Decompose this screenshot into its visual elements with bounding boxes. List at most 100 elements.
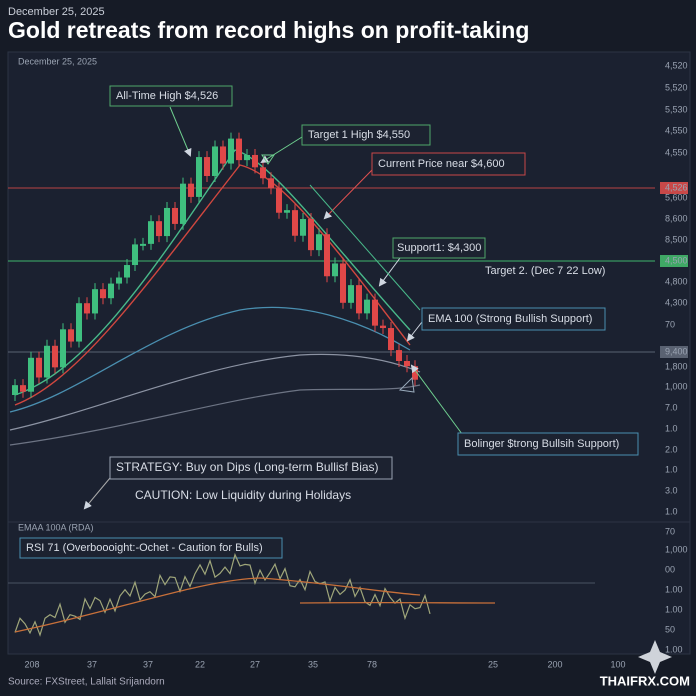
candle-body <box>356 285 362 314</box>
x-axis-label: 37 <box>143 659 153 669</box>
candles <box>12 132 418 401</box>
candle-body <box>204 157 210 177</box>
triangle <box>261 154 275 165</box>
candle-body <box>364 299 370 314</box>
arrow <box>83 477 111 510</box>
candle-body <box>52 345 58 368</box>
rsi-line <box>14 552 431 637</box>
arrow <box>378 257 401 287</box>
y-axis-label: 4,550 <box>665 147 688 157</box>
annotation: Target 1 High $4,550 <box>308 129 410 141</box>
y-axis-label: 1,800 <box>665 361 688 371</box>
candle-body <box>132 244 138 266</box>
x-axis-label: 78 <box>367 659 377 669</box>
candle-body <box>300 219 306 236</box>
trend-line <box>309 184 421 311</box>
candle-body <box>292 210 298 236</box>
y-axis-label: 4,520 <box>665 60 688 70</box>
brand: THAIFRX.COM <box>600 673 690 688</box>
candle-body <box>268 178 274 189</box>
arrow <box>169 106 192 157</box>
candle-body <box>220 146 226 164</box>
y-axis-label: 8,600 <box>665 213 688 223</box>
x-axis-label: 27 <box>250 659 260 669</box>
candle-body <box>148 221 154 244</box>
candle-body <box>276 188 282 213</box>
annotation: CAUTION: Low Liquidity during Holidays <box>135 488 351 502</box>
y-axis-label: 1,000 <box>665 381 688 391</box>
candle-body <box>252 154 258 168</box>
candle-body <box>244 154 250 161</box>
y-axis-label: 9,400 <box>665 346 688 356</box>
arrow <box>410 364 466 439</box>
price-badge <box>660 182 688 194</box>
y-axis-label: 1.0 <box>665 506 678 516</box>
x-axis-label: 100 <box>610 659 625 669</box>
annotation: EMA 100 (Strong Bullish Support) <box>428 313 592 325</box>
price-badge <box>660 255 688 267</box>
bollinger-mid <box>9 353 421 431</box>
candle-body <box>124 265 130 278</box>
candle-body <box>100 289 106 299</box>
y-axis-label: 4,550 <box>665 125 688 135</box>
candle-body <box>172 207 178 224</box>
candle-body <box>404 360 410 367</box>
candle-body <box>44 345 50 378</box>
x-axis-label: 35 <box>308 659 318 669</box>
candle-body <box>316 234 322 251</box>
header-date: December 25, 2025 <box>8 6 105 18</box>
candle-body <box>388 328 394 351</box>
rsi-ma <box>14 577 421 633</box>
rsi-axis-label: 50 <box>665 624 675 634</box>
y-axis-label: 3.0 <box>665 485 678 495</box>
candle-body <box>180 183 186 224</box>
source: Source: FXStreet, Lallait Srijandorn <box>8 677 165 688</box>
candle-body <box>396 350 402 361</box>
rsi-title: RSI 71 (Overboooight:-Ochet - Caution fo… <box>26 542 263 554</box>
y-axis-label: 4,800 <box>665 276 688 286</box>
annotation: Target 2. (Dec 7 22 Low) <box>485 265 605 277</box>
arrow <box>260 136 303 164</box>
annotation-box <box>421 307 606 331</box>
rsi-axis-label: 70 <box>665 526 675 536</box>
brand-icon <box>638 640 672 674</box>
candle-body <box>380 325 386 329</box>
y-axis-label: 1.0 <box>665 464 678 474</box>
rsi-label: EMAA 100A (RDA) <box>18 522 94 532</box>
y-axis-label: 5,520 <box>665 82 688 92</box>
rsi-title-box <box>19 537 283 559</box>
annotation-box <box>371 152 526 176</box>
annotation-box <box>301 124 431 146</box>
annotation-box <box>457 432 639 456</box>
candle-body <box>12 385 18 395</box>
triangle <box>398 376 415 393</box>
candle-body <box>228 138 234 164</box>
candle-body <box>20 385 26 392</box>
annotation: All-Time High $4,526 <box>116 90 218 102</box>
x-axis-label: 208 <box>24 659 39 669</box>
annotation-box <box>109 85 233 107</box>
y-axis-label: 5,600 <box>665 192 688 202</box>
candle-body <box>236 138 242 161</box>
rsi-axis-label: 00 <box>665 564 675 574</box>
candle-body <box>196 157 202 197</box>
bollinger-upper <box>9 306 411 413</box>
x-axis-label: 200 <box>547 659 562 669</box>
annotation: Support1: $4,300 <box>397 242 481 254</box>
price-badge <box>660 346 688 358</box>
candle-body <box>76 303 82 342</box>
candle-body <box>108 283 114 299</box>
candle-body <box>260 167 266 179</box>
rsi-axis-label: 1.00 <box>665 584 683 594</box>
rsi-axis-label: 1.00 <box>665 644 683 654</box>
annotation: Current Price near $4,600 <box>378 158 505 170</box>
candle-body <box>28 357 34 392</box>
candle-body <box>308 219 314 251</box>
y-axis-label: 8,500 <box>665 234 688 244</box>
candle-body <box>140 243 146 246</box>
candle-body <box>116 277 122 284</box>
candle-body <box>284 210 290 213</box>
rsi-axis-label: 1,000 <box>665 544 688 554</box>
